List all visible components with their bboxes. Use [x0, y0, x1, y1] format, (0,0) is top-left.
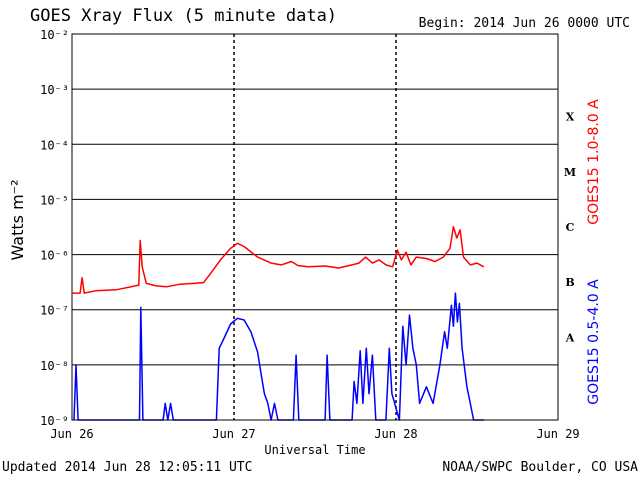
flare-class-b: B: [565, 276, 574, 289]
flare-class-m: M: [564, 166, 576, 179]
x-tick-label: Jun 27: [212, 427, 255, 441]
y-tick-label: 10⁻⁶: [40, 249, 69, 263]
x-tick-label: Jun 29: [536, 427, 579, 441]
x-tick-label: Jun 28: [374, 427, 417, 441]
flare-class-a: A: [565, 331, 575, 344]
begin-date: Begin: 2014 Jun 26 0000 UTC: [418, 16, 630, 31]
y-tick-label: 10⁻⁸: [40, 359, 69, 373]
updated-timestamp: Updated 2014 Jun 28 12:05:11 UTC: [2, 460, 253, 475]
series-line-short: [73, 292, 484, 421]
y-tick-label: 10⁻³: [40, 83, 69, 97]
x-tick-label: Jun 26: [50, 427, 93, 441]
y-axis-label: Watts m⁻²: [8, 179, 27, 260]
x-axis-label: Universal Time: [264, 443, 365, 457]
flare-class-labels: X M C B A: [564, 111, 576, 345]
y-tick-label: 10⁻⁹: [40, 414, 69, 428]
grid-horizontal: [72, 33, 558, 421]
x-tick-labels: Jun 26 Jun 27 Jun 28 Jun 29: [50, 427, 579, 441]
y-tick-label: 10⁻⁷: [40, 304, 69, 318]
plot-frame: [71, 33, 559, 421]
y-tick-label: 10⁻²: [40, 28, 69, 42]
y-tick-label: 10⁻⁴: [40, 138, 69, 152]
series-line-long: [72, 225, 485, 294]
credit-text: NOAA/SWPC Boulder, CO USA: [442, 460, 638, 475]
series-lines: [72, 225, 485, 421]
y-tick-labels: 10⁻² 10⁻³ 10⁻⁴ 10⁻⁵ 10⁻⁶ 10⁻⁷ 10⁻⁸ 10⁻⁹: [40, 28, 69, 428]
series-label-long: GOES15 1.0-8.0 A: [586, 99, 602, 225]
series-label-short: GOES15 0.5-4.0 A: [586, 279, 602, 405]
grid-vertical: [233, 34, 397, 420]
flare-class-x: X: [566, 111, 575, 124]
flare-class-c: C: [566, 221, 575, 234]
y-tick-label: 10⁻⁵: [40, 193, 69, 207]
chart-title: GOES Xray Flux (5 minute data): [30, 6, 338, 26]
